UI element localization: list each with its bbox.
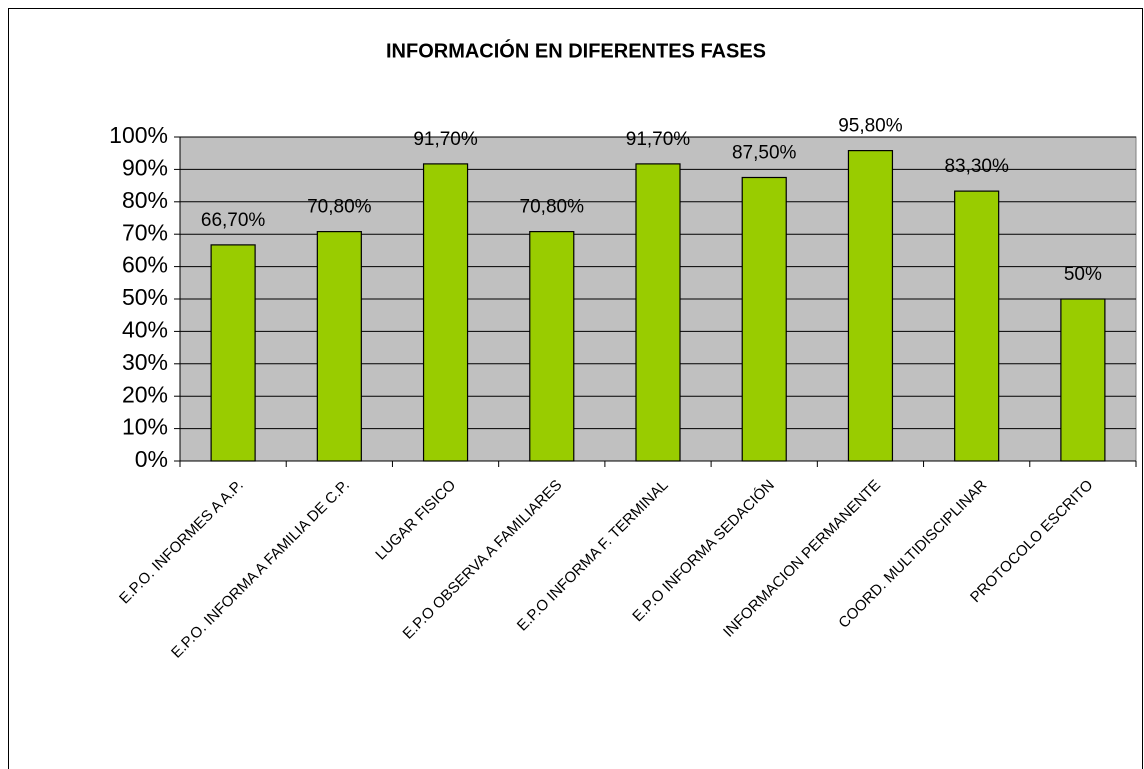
- bar: [635, 163, 681, 462]
- data-label: 87,50%: [732, 143, 797, 164]
- data-label: 91,70%: [626, 129, 691, 150]
- data-label: 70,80%: [307, 197, 372, 218]
- data-label: 91,70%: [413, 129, 478, 150]
- y-tick-label: 20%: [122, 381, 168, 407]
- y-tick-label: 10%: [122, 414, 168, 440]
- y-tick-label: 80%: [122, 187, 168, 213]
- data-label: 66,70%: [201, 210, 266, 231]
- y-tick-label: 70%: [122, 219, 168, 245]
- y-tick-label: 90%: [122, 154, 168, 180]
- data-label: 83,30%: [944, 156, 1009, 177]
- y-tick-label: 50%: [122, 284, 168, 310]
- data-label: 50%: [1064, 264, 1102, 285]
- y-tick-label: 100%: [109, 122, 168, 148]
- bar: [210, 244, 256, 462]
- bar: [847, 150, 894, 462]
- data-label: 95,80%: [838, 116, 903, 137]
- y-tick-label: 0%: [135, 446, 168, 472]
- y-tick-label: 60%: [122, 252, 168, 278]
- bar: [422, 163, 469, 462]
- bar: [316, 231, 362, 462]
- y-tick-label: 30%: [122, 349, 168, 375]
- bar: [529, 231, 575, 462]
- chart-title: INFORMACIÓN EN DIFERENTES FASES: [386, 38, 766, 62]
- bar: [741, 176, 787, 462]
- bar: [1060, 298, 1106, 462]
- bar: [954, 190, 1000, 462]
- y-tick-label: 40%: [122, 316, 168, 342]
- data-label: 70,80%: [520, 197, 585, 218]
